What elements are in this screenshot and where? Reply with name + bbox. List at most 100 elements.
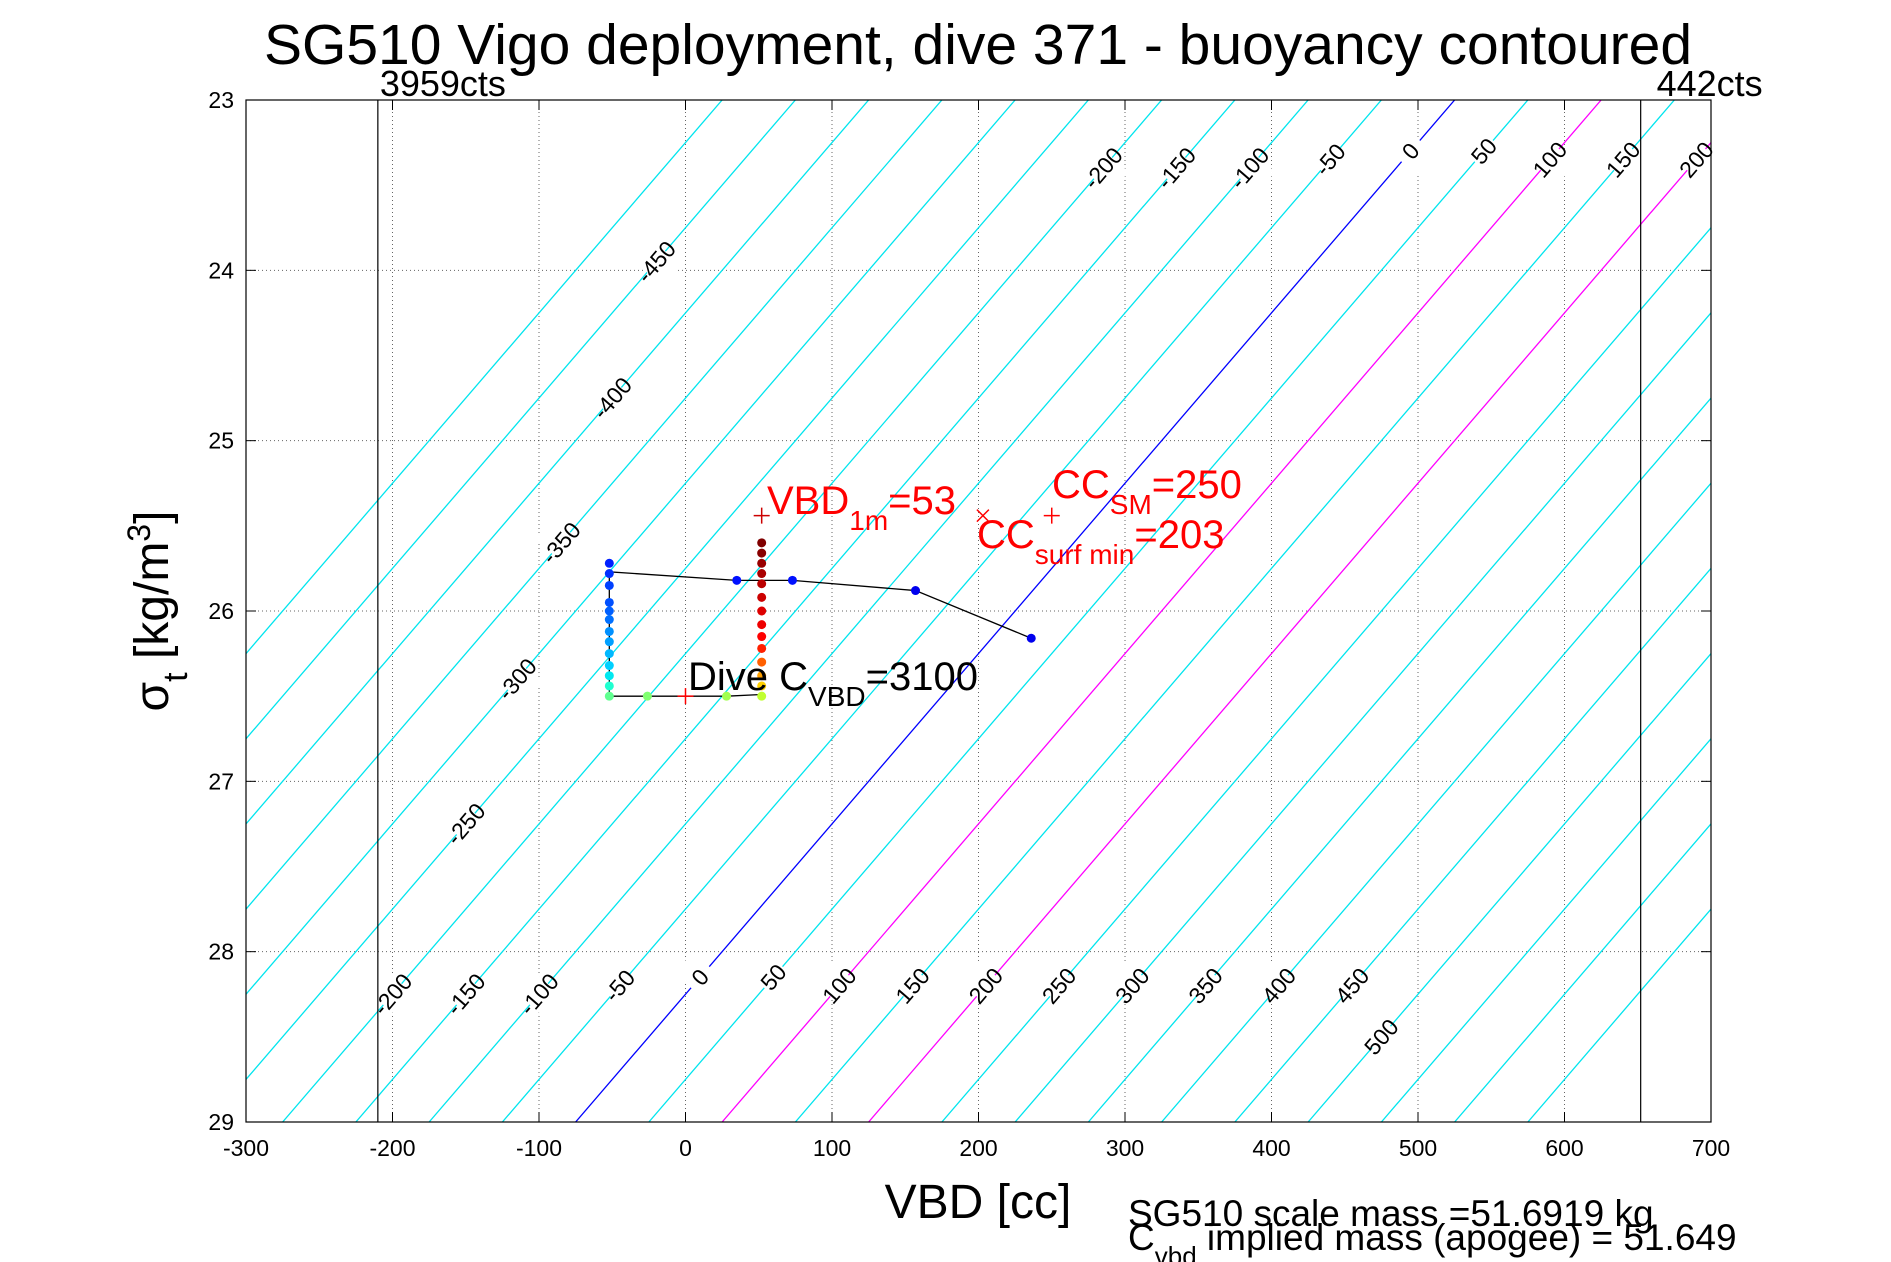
contour-label-bg (1033, 960, 1085, 1011)
grid (246, 100, 1711, 1122)
profile-point (604, 637, 614, 647)
profile-point (757, 681, 767, 691)
plus-marker (753, 507, 770, 524)
contour-label-bg (535, 517, 587, 568)
x-tick-label: -200 (369, 1135, 415, 1161)
profile-point (604, 626, 614, 636)
profile-point (604, 615, 614, 625)
profile-point (604, 558, 614, 568)
contour-line (1014, 311, 1711, 1122)
contour-label-bg (491, 654, 543, 705)
markers (677, 507, 1060, 705)
annotation-dive-cvbd-rest: =3100 (866, 655, 978, 699)
contour-label-bg (886, 960, 939, 1011)
y-axis-label-main: σ (126, 682, 179, 712)
y-tick-label: 23 (208, 87, 234, 113)
contour-line (868, 141, 1711, 1122)
profile-point (604, 649, 614, 659)
y-axis-label-sup: 3 (121, 524, 157, 542)
contour-label-bg (439, 798, 492, 849)
contour-label-bg (513, 969, 565, 1020)
contour-line (501, 100, 1382, 1122)
contour-label-bg (593, 960, 646, 1011)
contours (246, 100, 1711, 1122)
contour-label-bg (586, 373, 639, 424)
x-tick-label: 300 (1106, 1135, 1144, 1161)
x-tick-label: -300 (223, 1135, 269, 1161)
contour-label-bg (366, 969, 419, 1020)
limit-lines: 3959cts 442cts (377, 63, 1763, 1122)
profile-point (757, 632, 767, 642)
contour-label-bg (813, 960, 866, 1011)
profile-point (757, 548, 767, 558)
profile-point (722, 691, 732, 701)
x-ticks: -300 -200 -100 0 100 200 300 400 500 600 700 (223, 100, 1730, 1161)
contour-line (1161, 482, 1711, 1122)
contour-label-bg (747, 952, 800, 1003)
contour-label: 200 (1674, 137, 1719, 183)
limit-line-label: 442cts (1657, 63, 1763, 104)
annotation-cc-sm-main: CC (1052, 463, 1110, 507)
annotation-cc-sm-sub: SM (1110, 489, 1152, 520)
annotation-cc-surf: CCsurf min=203 (977, 513, 1224, 570)
x-tick-label: 0 (679, 1135, 692, 1161)
contour-line (246, 100, 1016, 996)
contour-label: 350 (1183, 963, 1228, 1009)
contour-label-bg (1106, 960, 1159, 1011)
contour-line (941, 226, 1711, 1122)
profile-point (604, 580, 614, 590)
contour-label-bg (960, 960, 1012, 1011)
y-axis-label-close: ] (126, 511, 179, 524)
limit-line-label: 3959cts (380, 63, 506, 104)
y-tick-label: 25 (208, 428, 234, 454)
annotation-vbd1m-rest: =53 (888, 479, 956, 523)
annotation-cc-sm-rest: =250 (1152, 463, 1242, 507)
annotation-dive-cvbd-main: Dive C (688, 655, 808, 699)
footer-implied-mass-rest: implied mass (apogee) = 51.649 (1197, 1217, 1737, 1258)
contour-label: 150 (1601, 137, 1646, 183)
annotation-vbd1m: VBD1m=53 (767, 479, 956, 536)
contour-line (246, 100, 943, 911)
contour-label: 500 (1359, 1014, 1404, 1060)
contour-line (575, 100, 1456, 1122)
chart-title: SG510 Vigo deployment, dive 371 - buoyan… (264, 13, 1692, 77)
contour-label-bg (1326, 960, 1378, 1011)
x-tick-label: 500 (1399, 1135, 1437, 1161)
profile-point (604, 597, 614, 607)
contour-line (1087, 397, 1711, 1122)
contour-labels: -450-400-350-300-250-200 -150 -100 -50 0 50 10… (366, 126, 1723, 1062)
profile-point (604, 661, 614, 671)
annotation-cc-surf-rest: =203 (1134, 513, 1224, 557)
profile (604, 538, 1036, 701)
profile-point (757, 592, 767, 602)
y-tick-label: 28 (208, 939, 234, 965)
contour-line (1234, 567, 1711, 1122)
y-ticks: 23 24 25 26 27 28 29 (208, 87, 1711, 1135)
contour-line (246, 100, 870, 825)
profile-point (604, 681, 614, 691)
contour-line (1454, 822, 1711, 1122)
contour-label-bg (1384, 126, 1437, 177)
plus-marker (1043, 507, 1060, 524)
profile-point (757, 643, 767, 653)
profile-point (757, 558, 767, 568)
contour-label-bg (1597, 134, 1649, 185)
y-axis-label-sub: t (157, 672, 195, 682)
contour-label: 100 (1527, 137, 1572, 183)
profile-point (787, 575, 797, 585)
contour-line (648, 100, 1529, 1122)
profile-point (604, 606, 614, 616)
x-axis-label: VBD [cc] (885, 1176, 1072, 1229)
profile-point (642, 691, 652, 701)
footer-scale-mass: SG510 scale mass =51.6919 kg (1128, 1193, 1654, 1234)
contour-label: 100 (817, 963, 862, 1009)
annotation-vbd1m-main: VBD (767, 479, 849, 523)
x-tick-label: 400 (1252, 1135, 1290, 1161)
contour-label-bg (1458, 126, 1510, 177)
footer-implied-mass: Cvbd implied mass (apogee) = 51.649 (1128, 1217, 1737, 1262)
profile-point (911, 586, 921, 596)
footer-implied-mass-sub: vbd (1155, 1241, 1197, 1262)
contour-label-bg (1179, 960, 1232, 1011)
annotation-cc-surf-sub: surf min (1035, 539, 1135, 570)
profile-point (757, 606, 767, 616)
